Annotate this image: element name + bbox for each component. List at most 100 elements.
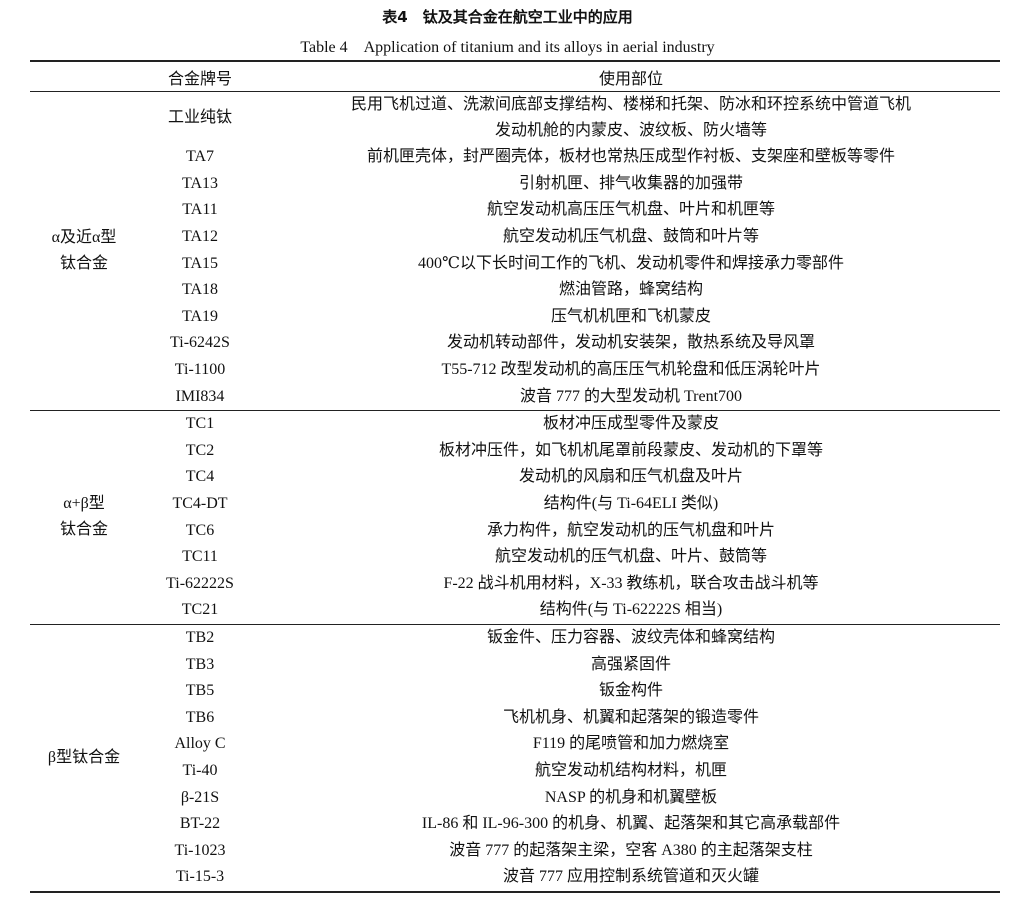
usage-cell: 引射机匣、排气收集器的加强带 [518,174,743,192]
alloy-grade: TB2 [185,628,215,646]
alloy-grade: TC11 [182,548,218,566]
table-row: TA15 400℃以下长时间工作的飞机、发动机零件和焊接承力零部件 [30,250,1000,277]
usage-line: 民用飞机过道、洗漱间底部支撑结构、楼梯和托架、防冰和环控系统中管道飞机 [350,96,911,113]
alloy-grade: Alloy C [174,735,226,753]
table-row: Ti-6242S 发动机转动部件，发动机安装架，散热系统及导风罩 [30,330,1000,357]
usage-cell: 板材冲压件，如飞机机尾罩前段蒙皮、发动机的下罩等 [438,441,823,459]
group-label-line: β型钛合金 [47,748,121,766]
table-row: BT-22 IL-86 和 IL-96-300 的机身、机翼、起落架和其它高承载部… [30,811,1000,838]
usage-line: 发动机舱的内蒙皮、波纹板、防火墙等 [494,122,767,139]
alloy-grade: IMI834 [138,383,262,411]
alloy-grade: β-21S [180,788,220,806]
table-title: 表4 钛及其合金在航空工业中的应用 [382,8,633,26]
table-row: α+β型 钛合金 TC1 板材冲压成型零件及蒙皮 [30,410,1000,625]
table-row: β-21S NASP 的机身和机翼壁板 [30,784,1000,811]
usage-cell: 发动机的风扇和压气机盘及叶片 [518,468,743,486]
table-row: TC21 结构件(与 Ti-62222S 相当) [30,597,1000,625]
alloy-grade: TA19 [181,307,219,325]
usage-cell: 波音 777 应用控制系统管道和灭火罐 [262,864,1000,893]
table-row: TB6 飞机机身、机翼和起落架的锻造零件 [30,704,1000,731]
table-row: Ti-62222S F-22 战斗机用材料，X-33 教练机，联合攻击战斗机等 [30,571,1000,598]
alloy-grade: 工业纯钛 [167,109,232,126]
usage-cell: 发动机转动部件，发动机安装架，散热系统及导风罩 [446,334,815,352]
usage-cell: 钣金件、压力容器、波纹壳体和蜂窝结构 [486,628,775,646]
usage-cell: 燃油管路，蜂窝结构 [558,281,703,299]
alloy-grade: Ti-1100 [174,361,226,379]
group-label: α及近α型钛合金 [30,91,138,411]
usage-cell: 结构件(与 Ti-62222S 相当) [262,597,1000,625]
usage-cell: 飞机机身、机翼和起落架的锻造零件 [502,708,759,726]
alloy-grade: TA11 [182,201,218,219]
group-label-line: 钛合金 [59,521,108,539]
usage-cell: F-22 战斗机用材料，X-33 教练机，联合攻击战斗机等 [443,574,819,592]
table-row: α及近α型钛合金 工业纯钛 民用飞机过道、洗漱间底部支撑结构、楼梯和托架、防冰和环控… [30,91,1000,411]
usage-cell: 航空发动机高压压气机盘、叶片和机匣等 [486,201,775,219]
usage-cell: NASP 的机身和机翼壁板 [544,788,718,806]
alloy-grade: TC4-DT [172,495,228,513]
alloy-grade: Ti-15-3 [138,864,262,893]
table-row: TA18 燃油管路，蜂窝结构 [30,277,1000,304]
group-label-line: 钛合金 [59,254,108,272]
alloy-grade: TB6 [185,708,215,726]
table-row: TC4-DT 结构件(与 Ti-64ELI 类似) [30,491,1000,518]
table-row: TA13 引射机匣、排气收集器的加强带 [30,171,1000,198]
alloy-grade: TC6 [185,521,215,539]
alloy-grade: TA13 [181,174,219,192]
table-row: TA11 航空发动机高压压气机盘、叶片和机匣等 [30,197,1000,224]
alloy-grade: TC4 [185,468,215,486]
alloy-grade: TA7 [185,148,215,166]
alloy-grade: TA15 [181,254,219,272]
table-row: Ti-1023 波音 777 的起落架主梁，空客 A380 的主起落架支柱 [30,837,1000,864]
table-row: β型钛合金 TB2 钣金件、压力容器、波纹壳体和蜂窝结构 [30,624,1000,893]
header-group [30,60,138,92]
usage-cell: 承力构件，航空发动机的压气机盘和叶片 [486,521,775,539]
usage-cell: 航空发动机压气机盘、鼓筒和叶片等 [502,228,759,246]
usage-cell: 压气机机匣和飞机蒙皮 [550,307,711,325]
table-subtitle: Table 4 Application of titanium and its … [300,39,715,56]
header-row: 合金牌号 使用部位 [30,60,1000,92]
alloy-application-table: 合金牌号 使用部位 α及近α型钛合金 工业纯钛 民用飞机过道、洗漱间底部支撑结构、楼… [30,60,1000,893]
table-row: TC4 发动机的风扇和压气机盘及叶片 [30,464,1000,491]
alloy-grade: TC2 [185,441,215,459]
table-row: Ti-1100 T55-712 改型发动机的高压压气机轮盘和低压涡轮叶片 [30,357,1000,384]
alloy-grade: TC21 [138,597,262,625]
alloy-grade: TB3 [185,655,215,673]
usage-cell: 高强紧固件 [590,655,671,673]
table-row: TB5 钣金构件 [30,678,1000,705]
table-row: Alloy C F119 的尾喷管和加力燃烧室 [30,731,1000,758]
alloy-grade: Ti-40 [182,761,218,779]
table-row: TC6 承力构件，航空发动机的压气机盘和叶片 [30,517,1000,544]
usage-cell: 民用飞机过道、洗漱间底部支撑结构、楼梯和托架、防冰和环控系统中管道飞机 发动机舱的… [262,92,1000,145]
alloy-grade: Ti-62222S [166,574,234,592]
usage-cell: 板材冲压成型零件及蒙皮 [542,415,719,433]
header-usage: 使用部位 [262,60,1000,92]
usage-cell: 400℃以下长时间工作的飞机、发动机零件和焊接承力零部件 [418,254,844,272]
header-alloy: 合金牌号 [138,60,262,92]
group-label-line: α及近α型 [51,228,117,246]
table-row: Ti-40 航空发动机结构材料，机匣 [30,758,1000,785]
usage-cell: 航空发动机结构材料，机匣 [534,761,727,779]
table-row: TA12 航空发动机压气机盘、鼓筒和叶片等 [30,224,1000,251]
table-row: Ti-15-3 波音 777 应用控制系统管道和灭火罐 [30,864,1000,893]
usage-cell: 波音 777 的起落架主梁，空客 A380 的主起落架支柱 [449,841,813,859]
group-label: α+β型 钛合金 [30,410,138,625]
usage-cell: 钣金构件 [598,682,663,700]
table-row: TA19 压气机机匣和飞机蒙皮 [30,304,1000,331]
table-row: TB3 高强紧固件 [30,651,1000,678]
alloy-grade: Ti-1023 [174,841,226,859]
usage-cell: 航空发动机的压气机盘、叶片、鼓筒等 [494,548,767,566]
alloy-grade: TA18 [181,281,219,299]
group-label: β型钛合金 [30,624,138,893]
table-row: TC2 板材冲压件，如飞机机尾罩前段蒙皮、发动机的下罩等 [30,438,1000,465]
usage-cell: T55-712 改型发动机的高压压气机轮盘和低压涡轮叶片 [441,361,821,379]
table-row: IMI834 波音 777 的大型发动机 Trent700 [30,383,1000,411]
usage-cell: IL-86 和 IL-96-300 的机身、机翼、起落架和其它高承载部件 [421,815,841,833]
table-row: TA7 前机匣壳体，封严圈壳体，板材也常热压成型作衬板、支架座和壁板等零件 [30,144,1000,171]
alloy-grade: TB5 [185,682,215,700]
table-row: TC11 航空发动机的压气机盘、叶片、鼓筒等 [30,544,1000,571]
alloy-grade: BT-22 [179,815,221,833]
alloy-grade: Ti-6242S [170,334,230,352]
usage-cell: 结构件(与 Ti-64ELI 类似) [543,495,719,513]
usage-cell: 前机匣壳体，封严圈壳体，板材也常热压成型作衬板、支架座和壁板等零件 [366,148,895,166]
usage-cell: 波音 777 的大型发动机 Trent700 [262,383,1000,411]
